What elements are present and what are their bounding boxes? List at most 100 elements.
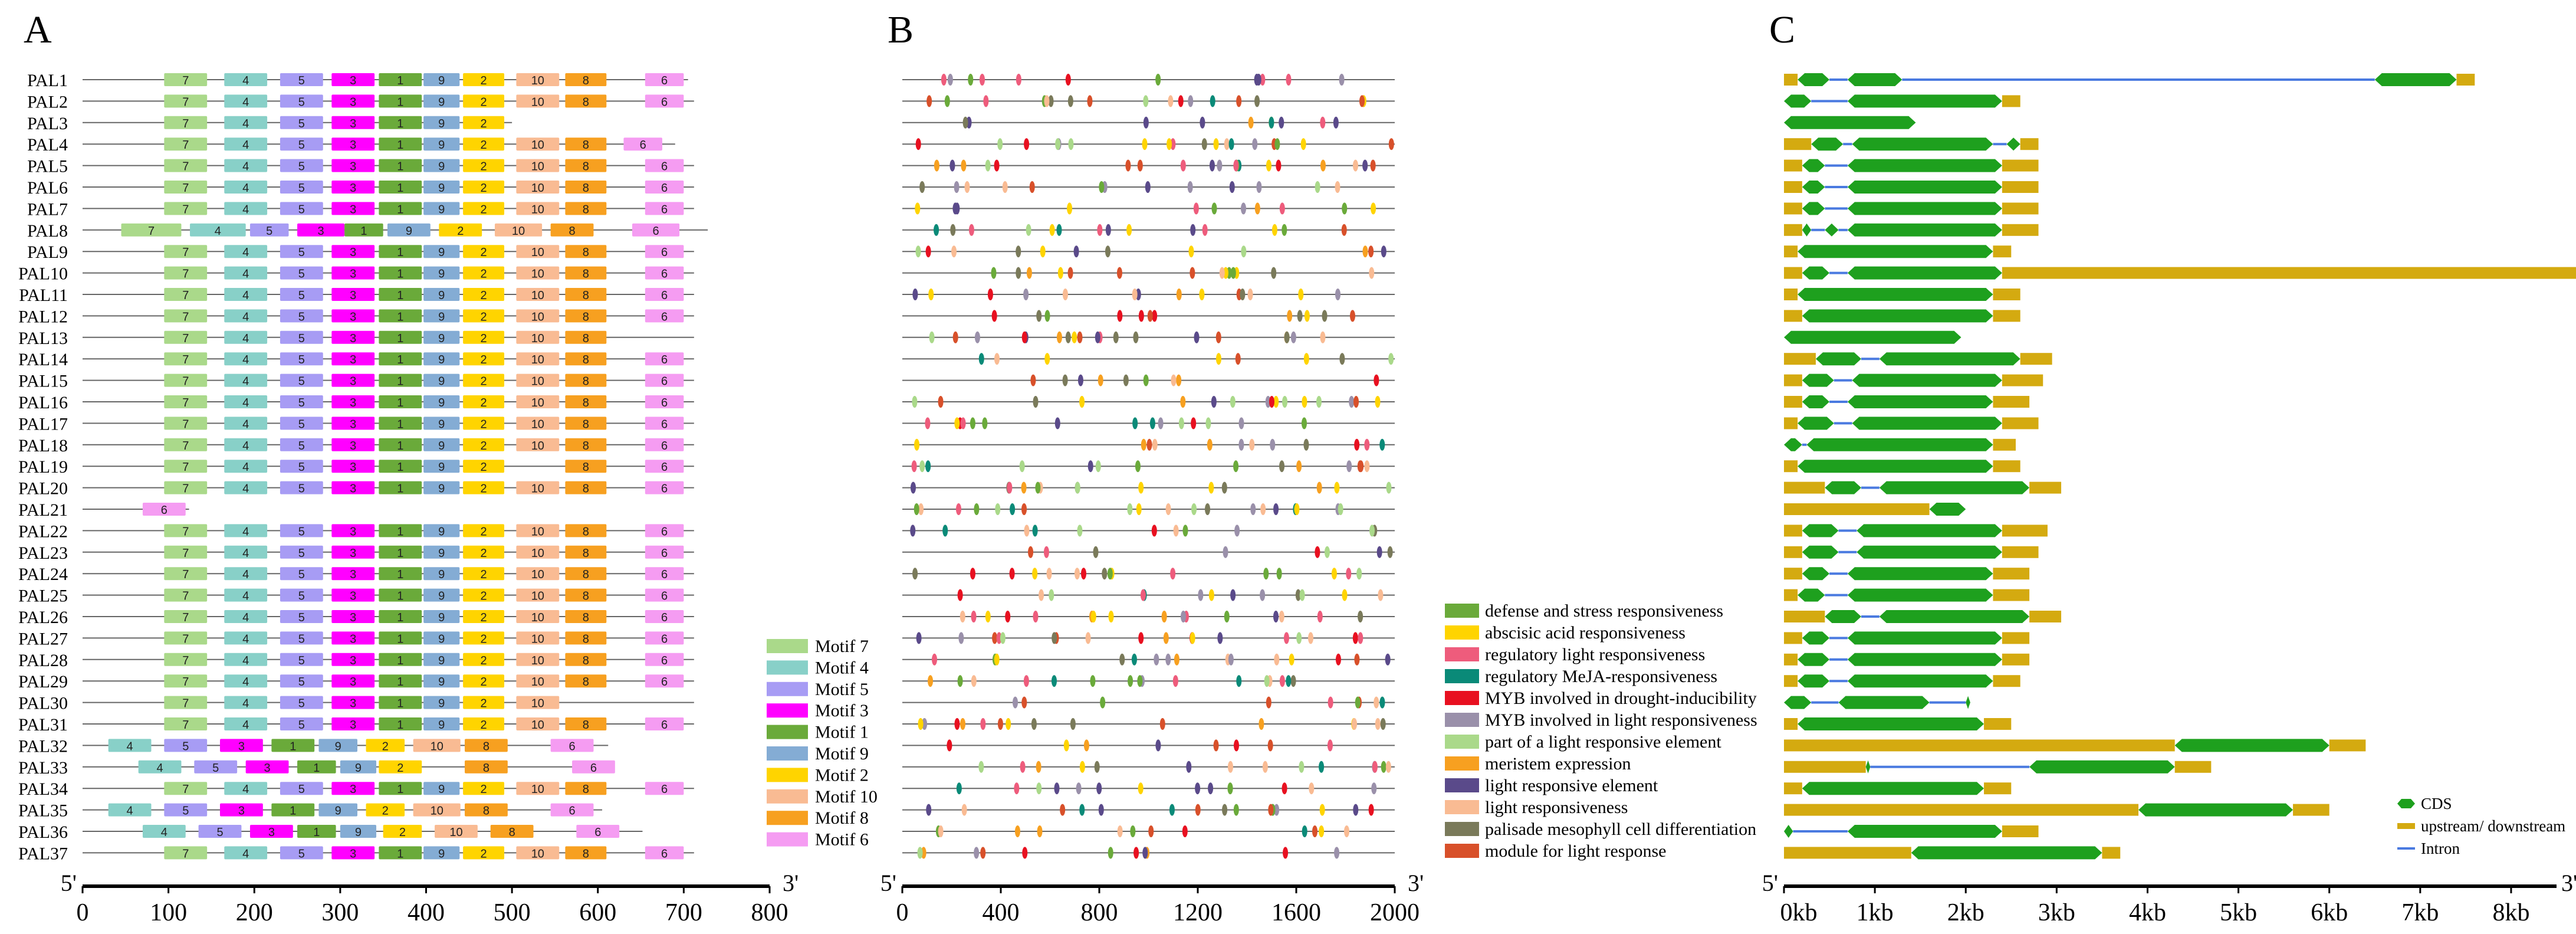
- motif-box-2: [463, 696, 505, 709]
- motif-box-8: [565, 481, 607, 494]
- motif-box-1: [379, 395, 422, 408]
- cis-element-mark: [958, 632, 964, 644]
- cis-element-mark: [1043, 546, 1049, 558]
- cis-element-mark: [1170, 568, 1176, 580]
- gene-label: PAL25: [18, 586, 68, 606]
- motif-box-4: [224, 610, 268, 623]
- gene-label: PAL29: [18, 672, 68, 692]
- legend-swatch: [1445, 647, 1479, 661]
- cis-element-mark: [1019, 460, 1025, 473]
- motif-number: 2: [481, 96, 487, 109]
- cis-element-mark: [1273, 396, 1279, 408]
- motif-number: 3: [268, 826, 275, 839]
- motif-box-3: [331, 567, 375, 581]
- cds-box: [1802, 395, 1830, 408]
- cis-element-mark: [1269, 396, 1274, 408]
- cis-element-mark: [1054, 782, 1060, 795]
- axis-tick-label: 2kb: [1947, 899, 1984, 926]
- motif-box-4: [108, 739, 152, 752]
- motif-legend: Motif 7 Motif 4 Motif 5 Motif 3 Motif 1 Motif…: [767, 637, 878, 850]
- cds-box: [1852, 417, 2002, 430]
- motif-number: 3: [350, 633, 356, 645]
- motif-number: 9: [438, 182, 445, 195]
- motif-number: 9: [438, 396, 445, 409]
- cis-element-mark: [1374, 374, 1379, 386]
- motif-box-7: [164, 674, 208, 688]
- motif-box-6: [645, 417, 684, 430]
- motif-number: 4: [242, 246, 249, 259]
- motif-number: 1: [397, 246, 403, 259]
- legend-label: regulatory light responsiveness: [1485, 645, 1705, 664]
- motif-number: 7: [182, 783, 189, 796]
- legend-label: Motif 9: [815, 744, 869, 763]
- motif-box-6: [645, 94, 684, 108]
- gene-label: PAL20: [18, 479, 68, 499]
- cis-element-mark: [947, 739, 952, 752]
- cis-element-mark: [1304, 310, 1310, 322]
- motif-box-5: [280, 373, 323, 387]
- motif-box-5: [280, 588, 323, 602]
- legend-swatch: [1445, 604, 1479, 618]
- motif-number: 9: [438, 547, 445, 560]
- motif-box-2: [463, 159, 505, 172]
- cis-element-mark: [983, 95, 989, 107]
- utr-box: [2102, 847, 2121, 859]
- cis-element-mark: [1371, 202, 1376, 215]
- motif-number: 7: [182, 418, 189, 431]
- utr-box: [2002, 632, 2030, 644]
- motif-box-3: [331, 631, 375, 645]
- motif-box-10: [516, 137, 560, 151]
- utr-box: [2002, 546, 2039, 558]
- motif-number: 7: [182, 203, 189, 216]
- motif-box-3: [331, 159, 375, 172]
- cis-element-mark: [1155, 739, 1161, 752]
- motif-number: 9: [335, 740, 341, 753]
- motif-box-1: [379, 417, 422, 430]
- utr-box: [1993, 396, 2030, 408]
- three-prime-label: 3': [1408, 870, 1424, 896]
- motif-number: 3: [350, 654, 356, 667]
- motif-number: 2: [481, 719, 487, 732]
- cis-element-mark: [938, 825, 944, 837]
- cis-element-mark: [1205, 417, 1211, 430]
- motif-number: 9: [438, 697, 445, 710]
- motif-number: 1: [290, 805, 296, 818]
- motif-number: 2: [382, 805, 389, 818]
- cis-element-mark: [1137, 159, 1143, 172]
- motif-box-5: [280, 438, 323, 451]
- cis-element-mark: [1090, 611, 1096, 622]
- motif-box-7: [164, 137, 208, 151]
- motif-box-8: [565, 330, 607, 344]
- motif-box-6: [142, 503, 186, 516]
- motif-box-8: [565, 438, 607, 451]
- cis-element-mark: [1093, 546, 1099, 558]
- motif-box-8: [465, 739, 508, 752]
- motif-number: 7: [182, 353, 189, 366]
- cis-element-mark: [1055, 138, 1061, 150]
- motif-number: 4: [127, 740, 133, 753]
- legend-swatch-motif-10: [767, 789, 808, 804]
- cis-element-mark: [1352, 159, 1358, 172]
- motif-number: 6: [661, 783, 668, 796]
- motif-box-2: [463, 94, 505, 108]
- motif-number: 7: [182, 246, 189, 259]
- motif-number: 4: [242, 160, 249, 173]
- cis-element-mark: [1349, 310, 1355, 322]
- motif-box-10: [516, 73, 560, 86]
- motif-number: 2: [481, 440, 487, 453]
- cds-box: [1806, 438, 1993, 451]
- cis-element-mark: [929, 331, 935, 343]
- motif-box-1: [379, 309, 422, 323]
- cis-element-mark: [1331, 568, 1337, 580]
- motif-number: 6: [661, 847, 668, 860]
- motif-number: 7: [182, 483, 189, 496]
- cis-element-mark: [957, 675, 963, 687]
- motif-box-6: [645, 266, 684, 280]
- motif-number: 4: [242, 719, 249, 732]
- motif-number: 5: [298, 654, 305, 667]
- motif-box-7: [164, 846, 208, 860]
- cis-element-mark: [1279, 675, 1285, 687]
- motif-box-3: [331, 481, 375, 494]
- cis-element-mark: [987, 289, 993, 300]
- motif-box-1: [379, 181, 422, 194]
